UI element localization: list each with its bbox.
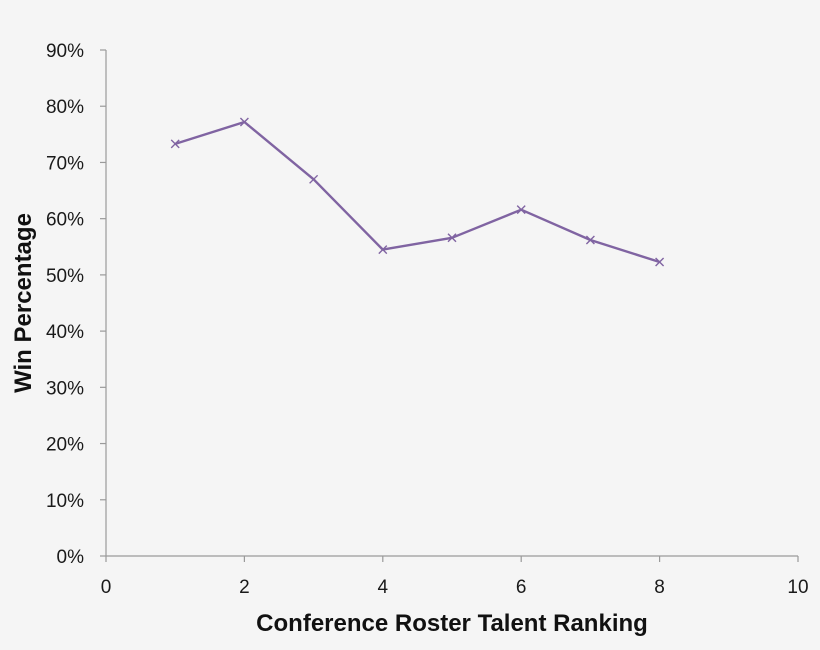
y-tick-label: 40% — [46, 322, 84, 343]
y-tick-label: 80% — [46, 97, 84, 118]
x-axis-title: Conference Roster Talent Ranking — [256, 610, 648, 637]
axes — [100, 49, 799, 562]
data-point-marker — [309, 174, 319, 184]
y-tick-label: 20% — [46, 435, 84, 456]
x-tick-label: 0 — [101, 577, 112, 598]
data-point-marker — [447, 233, 457, 243]
data-point-marker — [585, 235, 595, 245]
data-point-marker — [239, 117, 249, 127]
y-tick-label: 50% — [46, 266, 84, 287]
y-axis-title: Win Percentage — [10, 213, 37, 393]
marker-stroke — [309, 174, 319, 184]
y-tick-label: 10% — [46, 491, 84, 512]
series-line — [174, 120, 660, 264]
data-point-marker — [170, 139, 180, 149]
marker-stroke — [516, 205, 526, 215]
data-point-marker — [516, 205, 526, 215]
x-tick-label: 8 — [654, 577, 665, 598]
x-tick-label: 10 — [787, 577, 808, 598]
marker-stroke — [585, 235, 595, 245]
tick-labels: 0% 10% 20% 30% 40% 50% 60% 70% 80% 90% 0 2 4 6 8 10 — [46, 41, 809, 598]
y-tick-label: 90% — [46, 41, 84, 62]
data-point-marker — [378, 245, 388, 255]
x-tick-label: 4 — [378, 577, 389, 598]
x-tick-label: 2 — [239, 577, 250, 598]
series-layer — [170, 117, 665, 267]
y-tick-label: 70% — [46, 153, 84, 174]
y-tick-label: 30% — [46, 378, 84, 399]
marker-stroke — [378, 245, 388, 255]
marker-stroke — [655, 257, 665, 267]
marker-stroke — [447, 233, 457, 243]
x-tick-label: 6 — [516, 577, 527, 598]
y-tick-label: 0% — [57, 547, 85, 568]
marker-stroke — [239, 117, 249, 127]
data-point-marker — [655, 257, 665, 267]
y-tick-label: 60% — [46, 210, 84, 231]
marker-stroke — [170, 139, 180, 149]
